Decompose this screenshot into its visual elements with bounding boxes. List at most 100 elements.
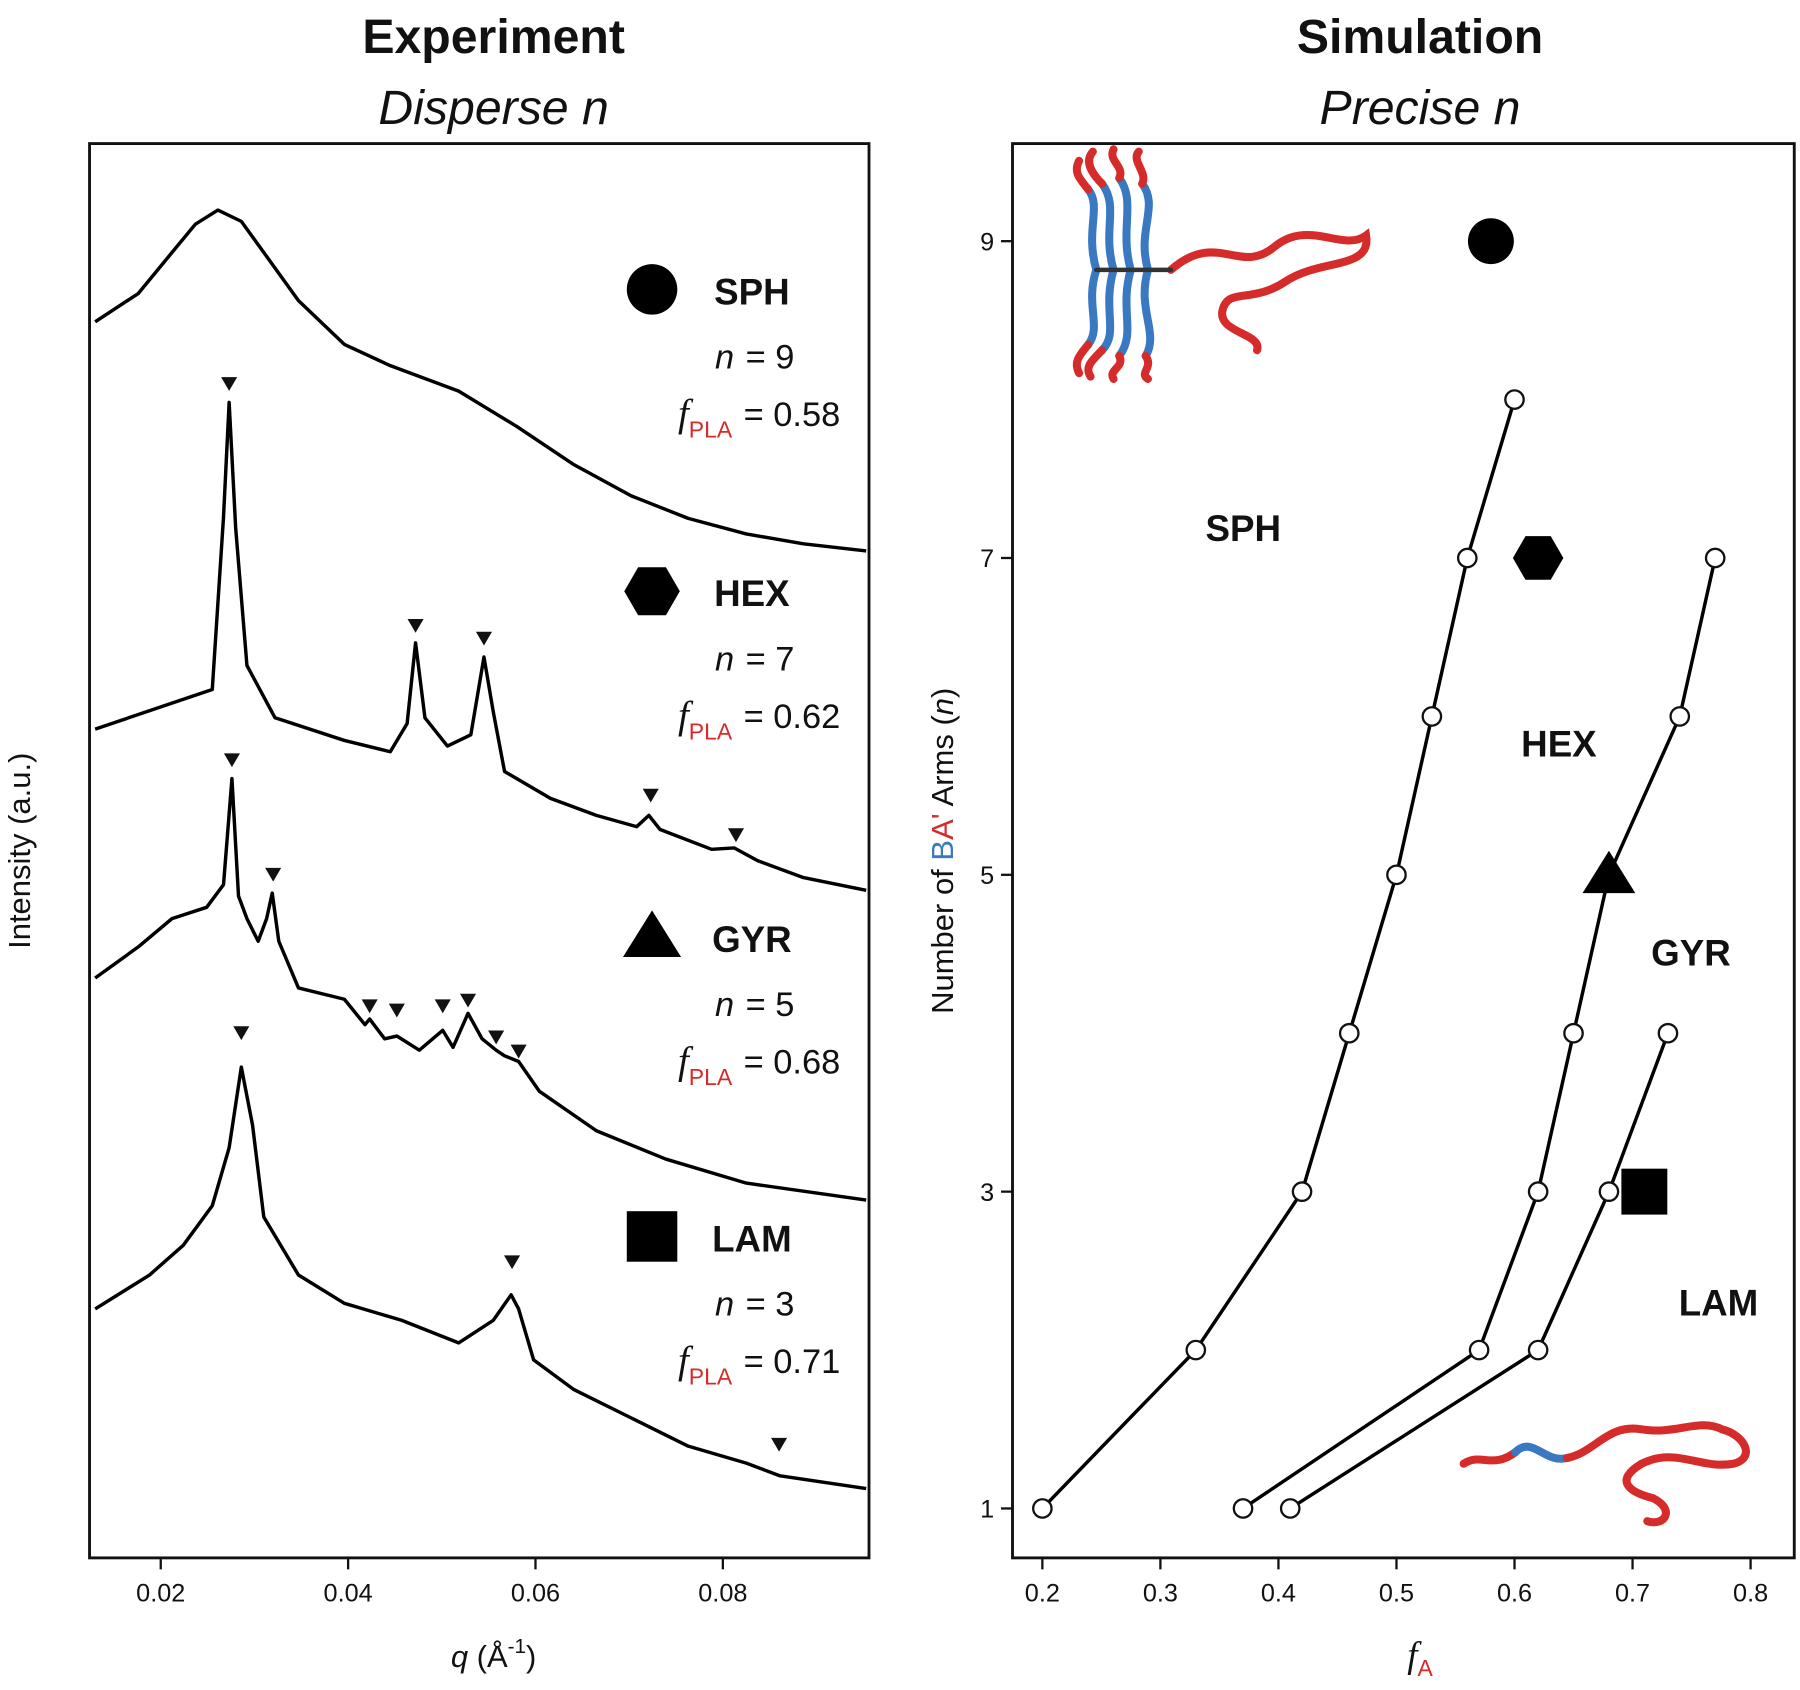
n-value: = 7: [746, 641, 795, 679]
legend-label: LAM: [712, 1218, 792, 1259]
f-value: = 0.68: [744, 1043, 841, 1081]
n-annotation: n = 9: [715, 339, 794, 377]
region-label: SPH: [1205, 508, 1281, 549]
vertex-marker: [1563, 1022, 1584, 1044]
y-label-part: B: [925, 840, 960, 861]
series-line: [1242, 557, 1717, 1510]
x-label-sub: A: [1417, 1655, 1433, 1681]
series-line: [94, 400, 867, 893]
legend-symbol: [622, 910, 682, 958]
f-annotation: fPLA = 0.62: [678, 694, 840, 744]
x-axis-label: q (Å-1): [451, 1635, 537, 1674]
y-axis-label: Intensity (a.u.): [2, 753, 37, 949]
y-tick-label: 1: [980, 1496, 994, 1524]
vertex-marker: [1468, 1339, 1490, 1361]
star-polymer-illustration: [1072, 145, 1371, 383]
experiment-point: [1467, 218, 1514, 265]
linear-polymer-illustration: [1459, 1421, 1750, 1527]
region-label: LAM: [1679, 1283, 1759, 1324]
series-line: [94, 776, 867, 1202]
peak-marker: [233, 1026, 250, 1041]
x-tick-label: 0.6: [1497, 1580, 1532, 1608]
panel-title: Experiment: [362, 10, 625, 64]
n-value: = 3: [746, 1286, 795, 1324]
x-tick-label: 0.3: [1143, 1580, 1178, 1608]
experiment-point: [1512, 536, 1564, 580]
panel-subtitle: Disperse n: [378, 81, 608, 135]
peak-marker: [475, 631, 492, 646]
y-tick-label: 9: [980, 228, 994, 256]
peak-marker: [504, 1255, 521, 1270]
y-tick-label: 7: [980, 545, 994, 573]
n-value: = 5: [746, 986, 795, 1024]
region-label: HEX: [1521, 724, 1597, 765]
n-value: = 9: [746, 339, 795, 377]
y-tick-label: 3: [980, 1179, 994, 1207]
peak-marker: [459, 993, 477, 1008]
f-sub: PLA: [689, 1064, 733, 1090]
vertex-marker: [1598, 1181, 1620, 1202]
x-tick-label: 0.5: [1379, 1580, 1414, 1608]
vertex-marker: [1504, 389, 1525, 410]
x-label-sup: -1: [508, 1635, 526, 1658]
f-annotation: fPLA = 0.71: [678, 1339, 840, 1389]
vertex-marker: [1421, 706, 1443, 727]
legend-symbol: [626, 264, 678, 315]
series-line: [1289, 1032, 1670, 1510]
n-var: n: [715, 986, 734, 1024]
y-label-part: ): [925, 688, 960, 698]
vertex-marker: [1032, 1498, 1053, 1519]
x-tick-label: 0.4: [1261, 1580, 1296, 1608]
legend-symbol: [624, 567, 680, 616]
vertex-marker: [1704, 547, 1726, 569]
f-sub: PLA: [689, 416, 733, 442]
x-label-var: q: [451, 1639, 469, 1674]
f-sub: PLA: [689, 718, 733, 744]
series-line: [94, 208, 867, 553]
panel-subtitle: Precise n: [1320, 81, 1521, 135]
vertex-marker: [1279, 1498, 1301, 1519]
peak-marker: [488, 1030, 505, 1045]
region-label: GYR: [1651, 933, 1731, 974]
n-var: n: [715, 1286, 734, 1324]
peak-marker: [727, 828, 745, 843]
x-tick-label: 0.08: [698, 1580, 747, 1608]
n-var: n: [715, 641, 734, 679]
x-tick-label: 0.2: [1025, 1580, 1060, 1608]
y-label-part: Number of: [925, 861, 960, 1014]
vertex-marker: [1338, 1022, 1360, 1044]
peak-marker: [771, 1437, 788, 1452]
f-value: = 0.62: [744, 698, 841, 736]
vertex-marker: [1527, 1339, 1549, 1361]
vertex-marker: [1527, 1181, 1549, 1202]
x-label-close: ): [526, 1639, 536, 1674]
vertex-marker: [1386, 864, 1407, 886]
vertex-marker: [1669, 706, 1691, 727]
f-value: = 0.71: [744, 1343, 841, 1381]
legend-symbol: [626, 1211, 678, 1262]
n-annotation: n = 3: [715, 1286, 794, 1324]
y-axis-label: Number of BA' Arms (n): [925, 688, 960, 1014]
n-annotation: n = 5: [715, 986, 794, 1024]
y-label-part: A': [925, 813, 960, 840]
experiment-point: [1582, 850, 1636, 894]
vertex-marker: [1456, 547, 1478, 569]
series-line: [94, 1065, 867, 1491]
x-label-unit: (Å: [468, 1639, 508, 1674]
x-axis-label: fA: [1407, 1634, 1433, 1681]
f-annotation: fPLA = 0.68: [678, 1039, 840, 1089]
f-annotation: fPLA = 0.58: [678, 392, 840, 442]
peak-marker: [361, 999, 378, 1014]
x-tick-label: 0.06: [511, 1580, 560, 1608]
legend-label: GYR: [712, 919, 792, 960]
peak-marker: [388, 1003, 405, 1018]
vertex-marker: [1291, 1181, 1313, 1202]
x-tick-label: 0.04: [324, 1580, 373, 1608]
peak-marker: [434, 999, 451, 1014]
series-line: [1041, 399, 1517, 1510]
peak-marker: [407, 618, 424, 633]
plot-frame: [1011, 142, 1796, 1560]
y-label-part: Arms (: [925, 715, 960, 814]
vertex-marker: [1657, 1022, 1679, 1044]
